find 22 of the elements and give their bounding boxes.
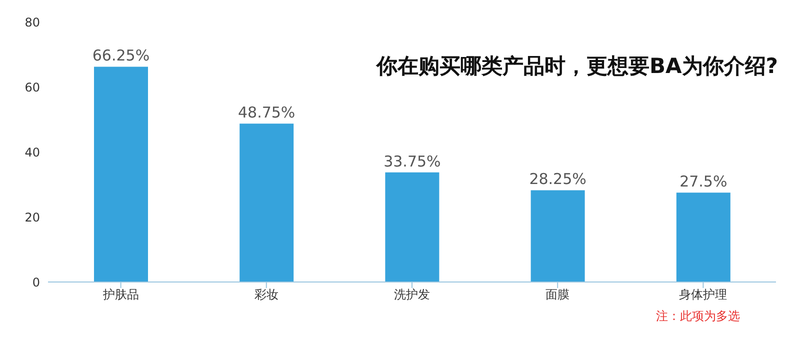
x-tick-label: 面膜 xyxy=(546,288,570,302)
data-label: 48.75% xyxy=(238,104,296,122)
data-label: 28.25% xyxy=(529,170,586,188)
bar xyxy=(676,192,730,282)
y-tick-label: 80 xyxy=(24,15,40,30)
bar xyxy=(385,172,440,282)
bar xyxy=(530,190,585,282)
x-tick-label: 洗护发 xyxy=(394,288,430,302)
y-tick-label: 20 xyxy=(24,210,40,224)
x-tick-label: 护肤品 xyxy=(102,288,139,302)
bar xyxy=(240,124,294,282)
y-tick-label: 60 xyxy=(24,80,40,94)
x-tick-label: 身体护理 xyxy=(679,288,728,302)
bar xyxy=(94,66,148,282)
data-label: 27.5% xyxy=(680,172,728,191)
text: 你在购买哪类产品时，更想要BA为你介绍? xyxy=(376,53,778,80)
data-label: 66.25% xyxy=(92,46,150,65)
x-tick-label: 彩妆 xyxy=(254,288,278,302)
data-label: 33.75% xyxy=(384,152,441,170)
text: 注：此项为多选 xyxy=(656,308,740,325)
y-tick-label: 40 xyxy=(24,145,40,160)
y-tick-label: 0 xyxy=(32,275,40,290)
